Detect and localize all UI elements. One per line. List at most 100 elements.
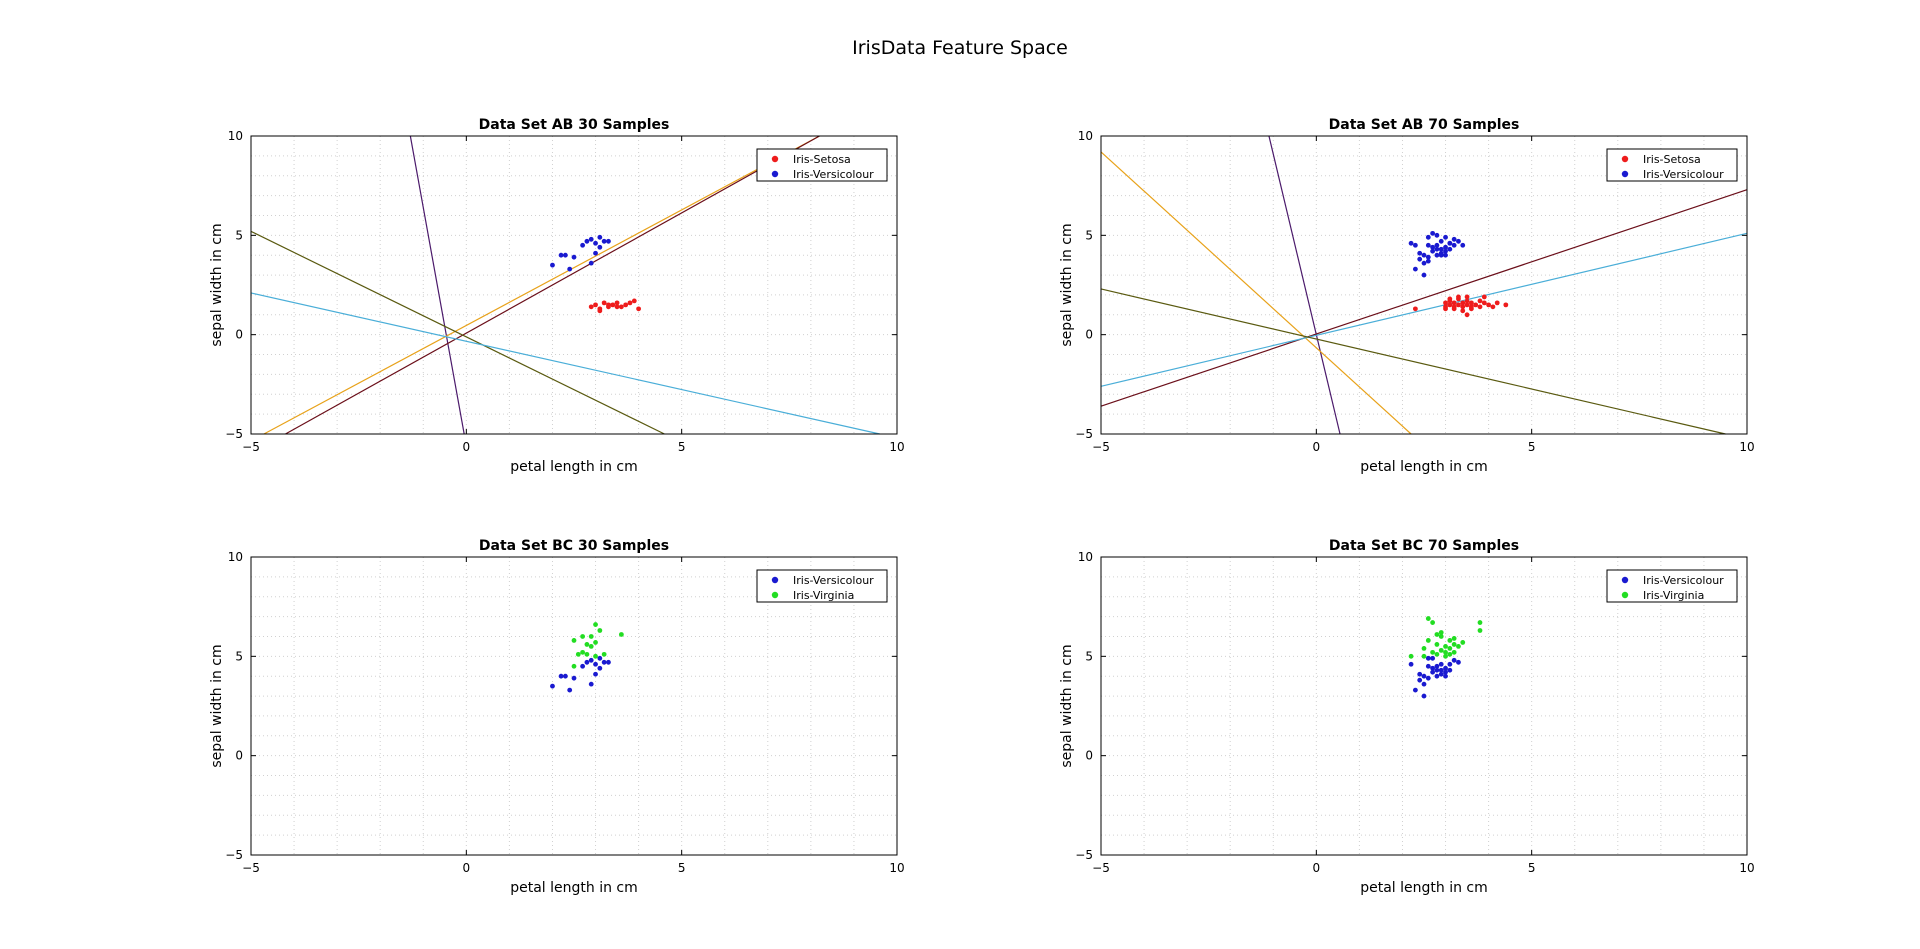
y-axis-label: sepal width in cm (1059, 644, 1075, 767)
legend-marker (771, 591, 779, 599)
subplot-title: Data Set BC 70 Samples (1329, 538, 1519, 554)
subplot-3: −5 0 5 10 −5 0 5 10 Data Set BC 30 Samples petal … (209, 538, 905, 896)
x-tick-label: −5 (1092, 861, 1110, 875)
legend-label: Iris-Versicolour (793, 574, 874, 587)
data-point (1477, 628, 1483, 633)
grid (251, 557, 897, 855)
data-point (1438, 647, 1444, 653)
boundary-line (1100, 288, 1726, 435)
data-point (593, 302, 598, 308)
boundary-line (409, 135, 465, 435)
data-point (597, 665, 603, 671)
series-iris-virginia (1408, 616, 1483, 659)
legend-label: Iris-Versicolour (1643, 574, 1724, 587)
data-point (1425, 616, 1431, 621)
data-point (618, 632, 624, 637)
data-point (1425, 638, 1431, 643)
y-tick-label: 10 (1078, 550, 1093, 564)
data-point (1434, 642, 1440, 647)
data-point (550, 262, 555, 268)
subplot-title: Data Set AB 70 Samples (1329, 117, 1520, 133)
data-point (1412, 242, 1418, 248)
data-point (606, 659, 611, 665)
data-point (1443, 644, 1448, 649)
legend-label: Iris-Setosa (1643, 153, 1701, 166)
data-point (580, 242, 586, 248)
y-tick-label: 0 (1085, 749, 1093, 763)
data-point (593, 661, 598, 667)
data-point (1456, 659, 1461, 665)
legend-box (1606, 148, 1738, 182)
x-axis-label: petal length in cm (510, 880, 638, 896)
data-point (1460, 242, 1466, 248)
y-tick-label: 5 (235, 228, 243, 242)
x-tick-label: −5 (242, 861, 260, 875)
subplot-2: −5 0 5 10 −5 0 5 10 Data Set AB 70 Samples petal … (1059, 117, 1755, 475)
legend-label: Iris-Virginia (1643, 589, 1704, 602)
y-tick-label: 0 (235, 749, 243, 763)
x-tick-label: 5 (1528, 861, 1536, 875)
subplots: −5 0 5 10 −5 0 5 10 Data Set AB 30 Samples petal … (209, 117, 1755, 896)
legend-label: Iris-Versicolour (1643, 168, 1724, 181)
x-tick-label: 10 (1739, 861, 1754, 875)
legend: Iris-Setosa Iris-Versicolour (1606, 148, 1738, 182)
data-point (1425, 663, 1431, 669)
data-point (1434, 632, 1440, 637)
data-point (1425, 258, 1431, 264)
legend-marker (771, 576, 779, 584)
x-axis-label: petal length in cm (1360, 880, 1488, 896)
data-point (1417, 671, 1423, 677)
data-point (1486, 302, 1491, 308)
data-point (562, 252, 568, 258)
data-point (1494, 300, 1500, 306)
boundary-line (285, 135, 820, 435)
data-point (1412, 687, 1418, 693)
data-point (1456, 294, 1461, 300)
figure-title: IrisData Feature Space (852, 37, 1068, 59)
data-point (1443, 252, 1448, 258)
y-tick-label: −5 (225, 427, 243, 441)
data-point (1425, 655, 1431, 661)
data-point (593, 653, 598, 659)
data-point (1438, 238, 1444, 244)
series-iris-setosa (588, 298, 641, 314)
data-point (1425, 675, 1431, 681)
series-iris-versicolour (550, 655, 611, 693)
data-point (1443, 673, 1448, 679)
data-point (1503, 302, 1509, 308)
data-point (1451, 636, 1457, 641)
data-point (1447, 638, 1453, 643)
data-point (1468, 306, 1474, 312)
x-tick-label: 5 (678, 440, 686, 454)
boundary-line (250, 230, 665, 435)
x-axis-label: petal length in cm (510, 459, 638, 475)
boundary-line (1268, 135, 1341, 435)
data-point (1456, 238, 1461, 244)
series-iris-versicolour (1408, 655, 1461, 699)
data-point (1434, 232, 1440, 238)
y-tick-label: 5 (235, 649, 243, 663)
data-point (1430, 244, 1436, 250)
data-point (1434, 242, 1440, 248)
data-point (1451, 649, 1457, 655)
data-point (1447, 667, 1453, 673)
data-point (588, 304, 594, 310)
legend-label: Iris-Virginia (793, 589, 854, 602)
data-point (584, 659, 590, 665)
data-point (1430, 649, 1436, 655)
data-point (588, 644, 594, 649)
legend: Iris-Setosa Iris-Versicolour (756, 148, 888, 182)
data-point (593, 240, 598, 246)
data-point (610, 302, 616, 308)
data-point (1438, 252, 1444, 258)
data-point (1460, 300, 1466, 306)
data-point (627, 300, 633, 306)
data-point (1438, 667, 1444, 673)
series-iris-versicolour (550, 234, 611, 272)
x-tick-label: −5 (242, 440, 260, 454)
x-tick-label: 10 (1739, 440, 1754, 454)
data-point (601, 651, 607, 657)
legend: Iris-Versicolour Iris-Virginia (756, 569, 888, 603)
data-point (1430, 655, 1436, 661)
data-point (1460, 304, 1466, 310)
